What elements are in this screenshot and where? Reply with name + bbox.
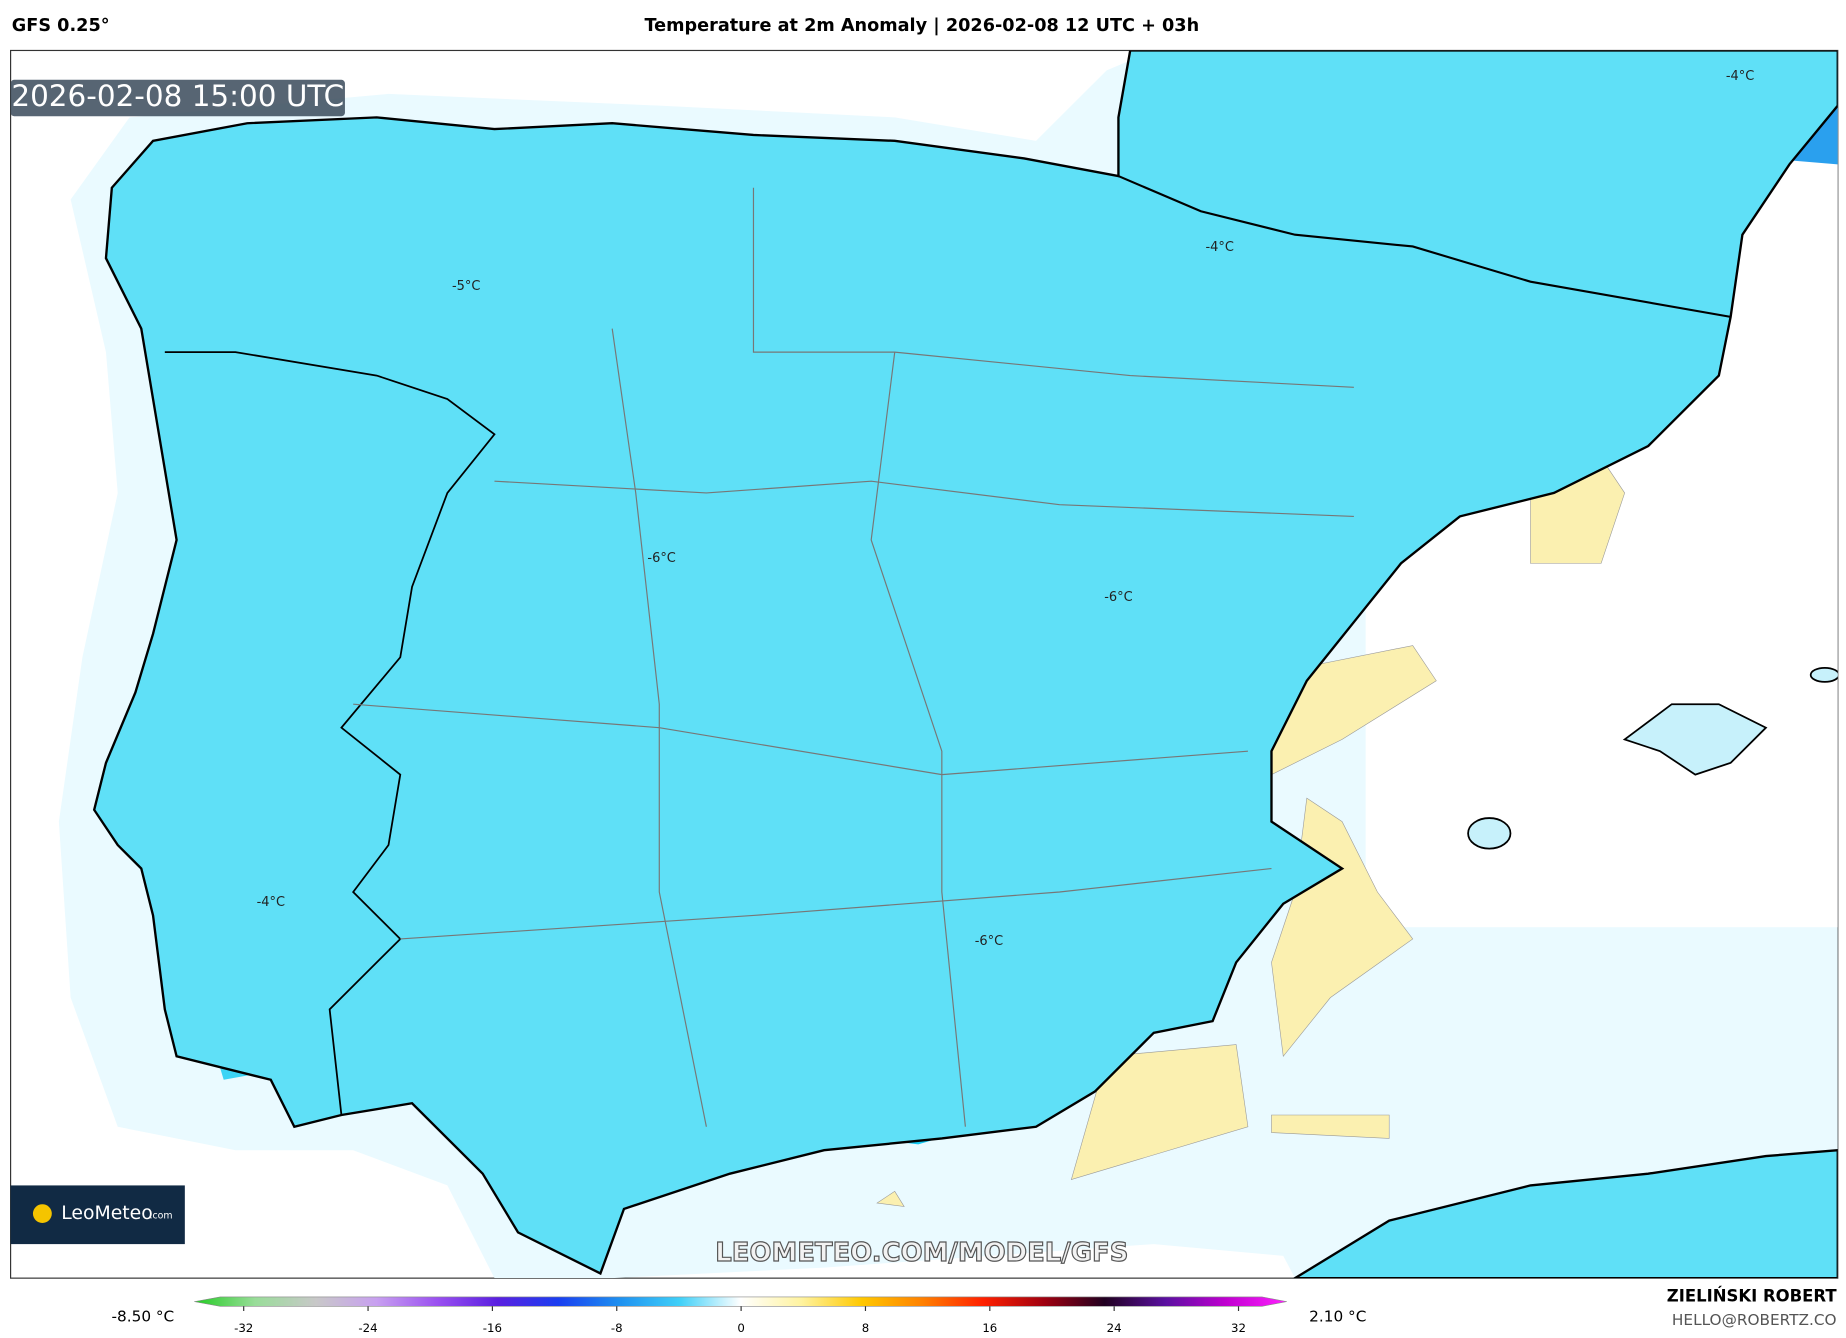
map-label: -6°C [975,934,1003,949]
colorbar-tick-label: 8 [862,1321,869,1335]
colorbar-bar [194,1296,1287,1307]
map-label: -6°C [647,551,675,566]
border [164,351,496,1116]
logo-sun [32,1204,52,1223]
colorbar-tick-label: -8 [611,1321,623,1335]
map-label: -4°C [1205,240,1233,255]
colorbar: -8.50 °C 2.10 °C -32 -24 -16 -8 0 8 16 24 32 [111,1296,1366,1335]
timestamp-box [10,79,345,117]
timestamp: 2026-02-08 15:00 UTC [11,79,344,113]
map-label: -6°C [1104,590,1132,605]
colorbar-tick-label: -24 [358,1321,377,1335]
mallorca [1622,703,1768,776]
africa [1292,1149,1838,1279]
credit-name: ZIELIŃSKI ROBERT [1667,1286,1838,1305]
map: -5°C -4°C -4°C -6°C -6°C -4°C -6°C 2026-02-08 … [10,49,1839,1279]
border [1118,175,1731,318]
colorbar-max: 2.10 °C [1309,1307,1366,1325]
colorbar-min: -8.50 °C [111,1307,174,1325]
colorbar-tick-label: 32 [1231,1321,1246,1335]
logo-suffix: .com [150,1210,173,1221]
model-name: GFS 0.25° [12,16,110,36]
colorbar-tick-label: 24 [1107,1321,1122,1335]
logo-name: LeoMeteo [61,1203,153,1224]
ibiza [1467,817,1512,850]
colorbar-tick-label: -16 [483,1321,502,1335]
watermark: LEOMETEO.COM/MODEL/GFS [715,1238,1128,1268]
map-label: -4°C [257,895,285,910]
map-label: -4°C [1726,69,1754,84]
title: Temperature at 2m Anomaly | 2026-02-08 1… [644,16,1199,36]
colorbar-tick-label: 16 [982,1321,997,1335]
colorbar-tick-label: 0 [737,1321,744,1335]
map-labels: -5°C -4°C -4°C -6°C -6°C -4°C -6°C [257,69,1755,949]
menorca [1809,666,1838,683]
map-label: -5°C [452,279,480,294]
colorbar-tick-label: -32 [234,1321,253,1335]
province-borders [353,187,1354,1127]
credit-email: HELLO@ROBERTZ.CO [1672,1311,1837,1329]
